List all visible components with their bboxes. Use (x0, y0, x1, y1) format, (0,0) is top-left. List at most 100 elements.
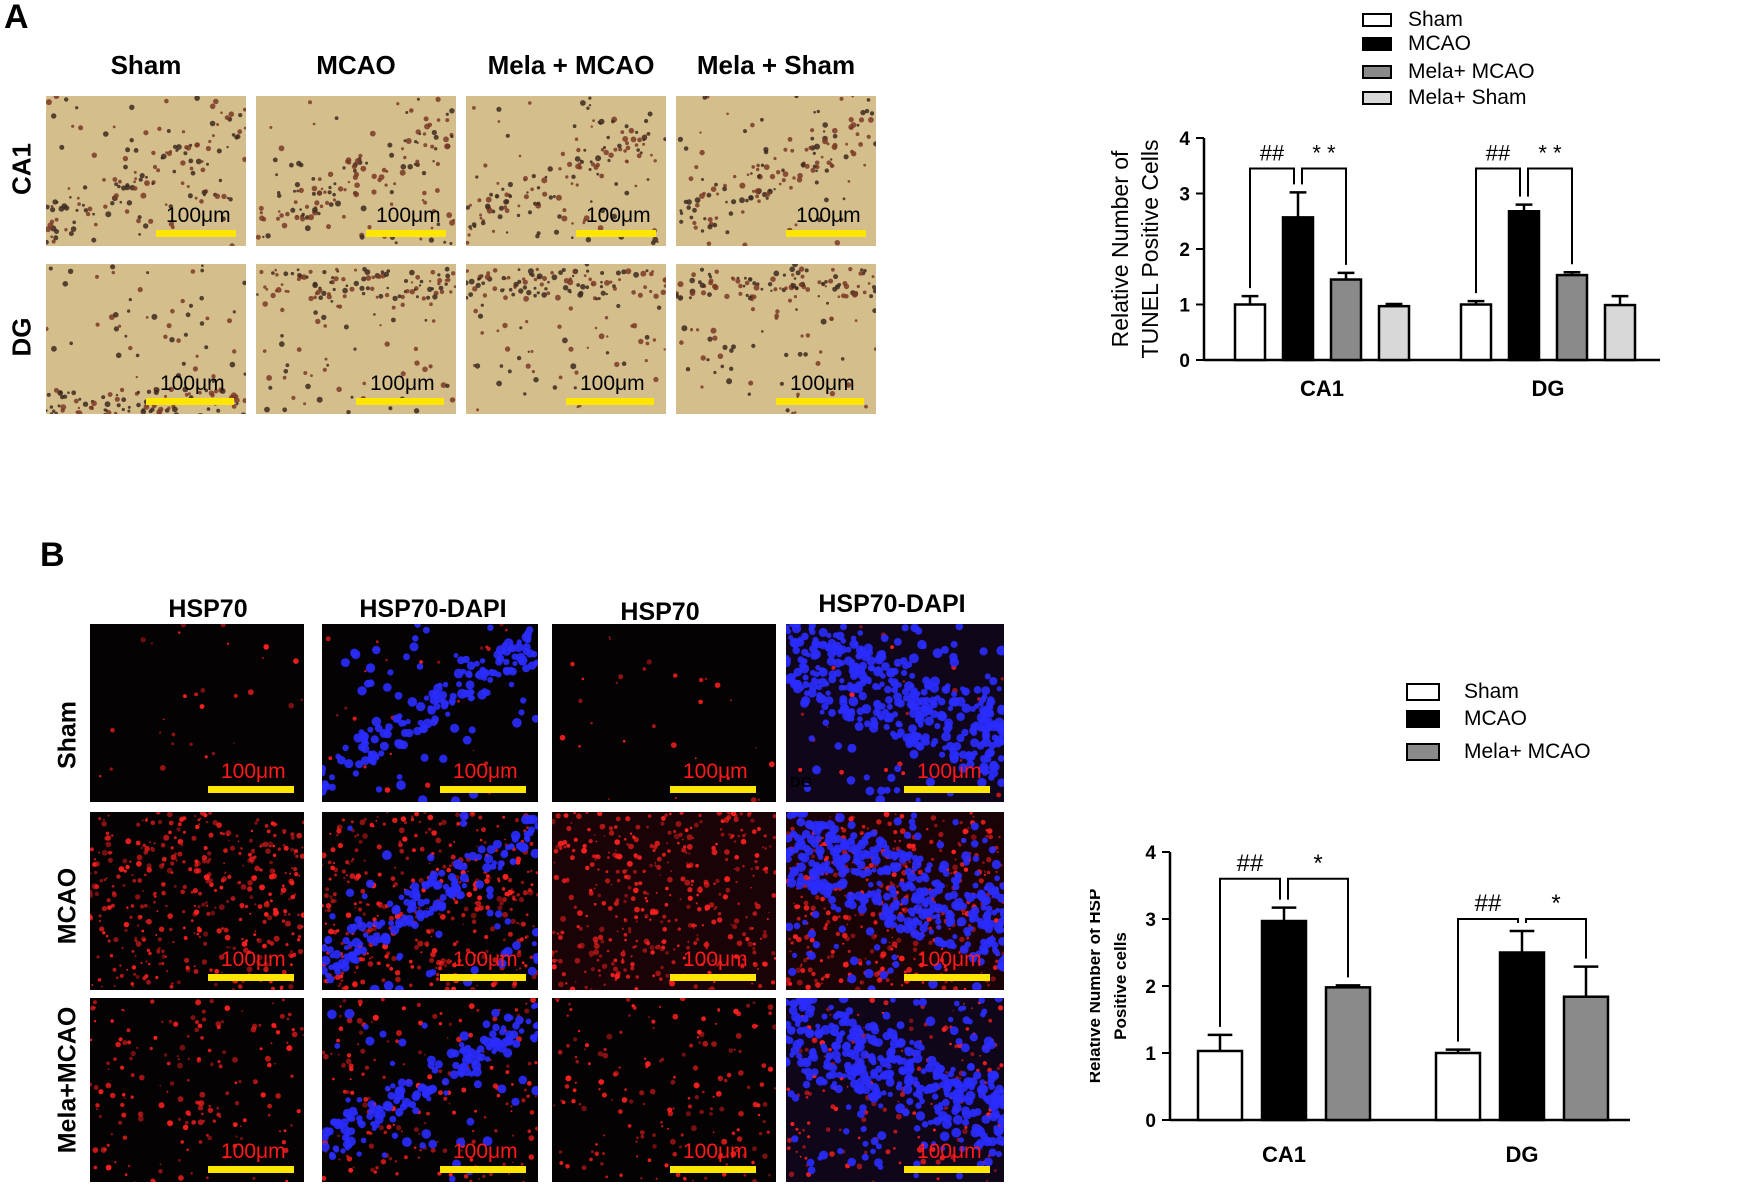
micrograph-texture (559, 636, 775, 802)
scale-bar (904, 786, 990, 793)
scale-bar-label: 100μm (683, 948, 748, 971)
micrograph-texture (322, 624, 538, 802)
bar (1603, 303, 1637, 362)
y-tick-label: 2 (1179, 240, 1190, 261)
hsp-bar-chart: 0 1 2 3 4 Relative Number of HSP Positive cell… (1090, 843, 1630, 1167)
y-tick-label: 0 (1145, 1111, 1156, 1132)
hsp70-micrograph: 100μm (322, 624, 538, 802)
panel-b-row-header: Sham (53, 700, 82, 770)
scale-bar-label: 100μm (796, 204, 861, 227)
hsp70-micrograph: 100μm (786, 998, 1004, 1182)
significance-bracket (1219, 877, 1281, 1027)
panel-b-column-header: HSP70 (168, 595, 248, 623)
tunel-micrograph: 100μm (46, 264, 246, 414)
bar (1329, 278, 1363, 362)
scale-bar-label: 100μm (917, 760, 982, 783)
bar (1562, 995, 1610, 1122)
scale-bar-label: 100μm (376, 204, 441, 227)
scale-bar-label: 100μm (370, 372, 435, 395)
y-tick-label: 4 (1145, 843, 1156, 864)
micrograph-texture (553, 998, 776, 1182)
micrograph-texture (786, 998, 1004, 1182)
legend-swatch (1362, 37, 1392, 51)
y-axis-label: Positive cells (1111, 932, 1130, 1040)
tunel-micrograph: 100μm (46, 96, 246, 246)
scale-bar (356, 398, 444, 405)
significance-marker: ## (1260, 141, 1285, 166)
category-label: CA1 (1300, 376, 1344, 401)
tunel-micrograph: 100μm (676, 264, 876, 414)
scale-bar (786, 230, 866, 237)
panel-b-column-header: HSP70-DAPI (818, 590, 966, 618)
scale-bar-label: 100μm (580, 372, 645, 395)
legend-label: MCAO (1464, 707, 1527, 730)
legend-label: Sham (1464, 680, 1519, 703)
legend-item-mela-mcao: Mela+ MCAO (1362, 60, 1535, 84)
significance-marker: * * (1538, 141, 1562, 166)
legend-label: Sham (1408, 8, 1463, 31)
scale-bar-label: 100μm (166, 204, 231, 227)
y-tick-label: 2 (1145, 977, 1156, 998)
panel-a-letter: A (4, 0, 29, 36)
tunel-micrograph: 100μm (256, 96, 456, 246)
scale-bar (146, 398, 234, 405)
micrograph-texture (46, 96, 246, 246)
micrograph-texture (677, 96, 876, 246)
hsp70-micrograph: 100μm (90, 624, 304, 802)
micrograph-texture (256, 266, 456, 414)
legend-label: MCAO (1408, 32, 1471, 55)
panel-b-row-header: Mela+MCAO (53, 1006, 82, 1154)
significance-marker: * (1551, 890, 1560, 917)
bar (1377, 304, 1411, 362)
scale-bar-label: 100μm (683, 1140, 748, 1163)
bar (1434, 1051, 1482, 1122)
panel-b-letter: B (40, 536, 65, 574)
scale-bar (904, 1166, 990, 1173)
legend-swatch (1406, 710, 1440, 728)
category-label: CA1 (1262, 1142, 1306, 1167)
category-label: DG (1506, 1142, 1539, 1167)
y-tick-label: 0 (1179, 351, 1190, 372)
scale-bar-label: 100μm (221, 760, 286, 783)
significance-marker: ## (1237, 850, 1264, 877)
micrograph-texture (322, 812, 538, 990)
legend-swatch (1362, 65, 1392, 79)
panel-a-column-header: Mela + MCAO (487, 50, 655, 80)
legend-item-mcao: MCAO (1362, 32, 1471, 56)
scale-bar (670, 1166, 756, 1173)
y-tick-label: 4 (1179, 129, 1190, 150)
tunel-micrograph: 100μm (466, 264, 666, 414)
tunel-micrograph: 100μm (676, 96, 876, 246)
scale-bar-label: 100μm (586, 204, 651, 227)
panel-a-column-header: Mela + Sham (696, 50, 856, 80)
bar (1233, 303, 1267, 362)
scale-bar (208, 1166, 294, 1173)
significance-marker: * (1313, 850, 1322, 877)
legend-item-sham: Sham (1362, 8, 1463, 32)
scale-bar (440, 786, 526, 793)
bar (1507, 210, 1541, 362)
scale-bar (670, 974, 756, 981)
micrograph-texture (256, 96, 455, 245)
legend-swatch (1362, 91, 1392, 105)
scale-bar (776, 398, 864, 405)
y-axis-label: Relative Number of HSP (1090, 889, 1104, 1084)
tunel-bar-chart: 0 1 2 3 4 Relative Number of TUNEL Positive Ce… (1107, 129, 1660, 401)
significance-bracket (1249, 167, 1295, 289)
panel-b-column-header: HSP70-DAPI (359, 595, 507, 623)
scale-bar-label: 100μm (453, 948, 518, 971)
scale-bar-label: 100μm (160, 372, 225, 395)
scale-bar (440, 1166, 526, 1173)
bar (1281, 216, 1315, 362)
bar (1498, 951, 1546, 1122)
significance-marker: ## (1475, 890, 1502, 917)
hsp70-micrograph: 100μm (90, 812, 304, 990)
significance-bracket (1301, 167, 1347, 265)
bar (1196, 1049, 1244, 1122)
significance-bracket (1475, 167, 1521, 294)
scale-bar-label: 100μm (917, 948, 982, 971)
scale-bar (440, 974, 526, 981)
micrograph-texture (90, 812, 304, 990)
scale-bar (576, 230, 656, 237)
category-label: DG (1532, 376, 1565, 401)
